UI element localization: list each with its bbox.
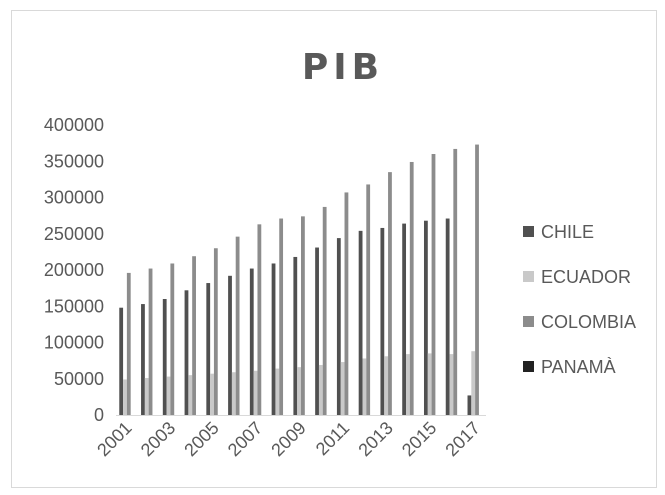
y-tick-label: 200000: [44, 260, 104, 280]
x-tick-label: 2003: [137, 418, 179, 460]
bar-ecuador-2013: [384, 356, 389, 415]
legend-swatch: [523, 226, 534, 237]
legend-label: CHILE: [541, 222, 594, 242]
bar-colombia-2011: [344, 192, 349, 415]
pib-chart: PIB 0 50000 100000 150000 200000 250000 300000…: [44, 47, 636, 460]
bar-colombia-2009: [301, 216, 305, 415]
bar-chile-2004: [184, 290, 189, 415]
bar-chile-2002: [141, 304, 145, 415]
bar-chile-2003: [162, 299, 167, 415]
x-tick-label: 2013: [354, 418, 396, 460]
bar-colombia-2013: [388, 172, 392, 416]
bar-ecuador-2017: [471, 351, 476, 415]
x-tick-label: 2011: [312, 418, 354, 460]
bar-colombia-2012: [366, 184, 371, 415]
legend-swatch: [523, 361, 534, 372]
bar-ecuador-2009: [297, 367, 301, 415]
bar-chile-2013: [380, 227, 385, 415]
bar-colombia-2015: [431, 154, 436, 415]
bar-ecuador-2012: [362, 358, 367, 415]
y-tick-label: 350000: [44, 151, 104, 171]
bar-colombia-2002: [148, 268, 153, 415]
chart-title: PIB: [302, 47, 384, 88]
bar-ecuador-2004: [188, 375, 193, 416]
x-tick-label: 2009: [267, 418, 309, 460]
legend: CHILE ECUADOR COLOMBIA PANAMÀ: [523, 222, 636, 377]
bar-ecuador-2011: [340, 362, 345, 415]
legend-label: PANAMÀ: [541, 357, 616, 377]
bar-ecuador-2007: [253, 370, 258, 415]
bar-chile-2005: [206, 283, 211, 415]
bar-chile-2001: [119, 307, 124, 415]
bar-colombia-2003: [170, 263, 175, 415]
bar-chile-2008: [271, 263, 276, 415]
bar-chile-2010: [315, 247, 319, 415]
bar-chile-2014: [402, 223, 407, 415]
x-tick-label: 2005: [180, 418, 222, 460]
bar-colombia-2007: [257, 224, 262, 415]
bar-ecuador-2014: [406, 354, 410, 415]
legend-label: COLOMBIA: [541, 312, 636, 332]
bar-colombia-2008: [279, 218, 284, 415]
bar-chile-2015: [423, 220, 428, 415]
bar-ecuador-2010: [318, 364, 323, 415]
bar-ecuador-2003: [166, 376, 171, 415]
bar-colombia-2006: [235, 236, 240, 415]
bar-chile-2007: [249, 268, 254, 415]
y-axis: 0 50000 100000 150000 200000 250000 300000 3500…: [44, 115, 486, 425]
y-tick-label: 400000: [44, 115, 104, 135]
bar-ecuador-2006: [231, 372, 236, 415]
chart-frame: PIB 0 50000 100000 150000 200000 250000 300000…: [11, 10, 657, 488]
legend-label: ECUADOR: [541, 267, 631, 287]
y-tick-label: 250000: [44, 224, 104, 244]
bar-colombia-2017: [475, 144, 479, 415]
bar-ecuador-2015: [427, 353, 432, 416]
bar-colombia-2016: [453, 148, 458, 415]
bar-chile-2006: [228, 275, 232, 415]
x-axis: 2001 2003 2005 2007 2009 2011 2013 2015 2017: [93, 418, 484, 460]
bar-ecuador-2005: [210, 373, 214, 415]
bar-colombia-2005: [213, 248, 218, 415]
bar-ecuador-2016: [449, 354, 454, 415]
x-tick-label: 2007: [224, 418, 266, 460]
bar-chile-2017: [467, 395, 472, 415]
bar-ecuador-2008: [275, 368, 280, 415]
y-tick-label: 100000: [44, 333, 104, 353]
bar-chile-2016: [445, 218, 450, 415]
legend-swatch: [523, 316, 534, 327]
y-tick-label: 150000: [44, 296, 104, 316]
bar-ecuador-2002: [144, 378, 149, 415]
bar-colombia-2004: [192, 256, 196, 415]
y-tick-label: 0: [94, 405, 104, 425]
x-tick-label: 2015: [398, 418, 440, 460]
y-tick-label: 50000: [54, 369, 104, 389]
bar-colombia-2014: [409, 161, 414, 415]
bar-colombia-2001: [126, 272, 131, 415]
bar-ecuador-2001: [123, 379, 127, 415]
bar-chile-2012: [358, 230, 363, 415]
x-tick-label: 2017: [441, 418, 483, 460]
bars-group: [119, 144, 479, 416]
legend-swatch: [523, 271, 534, 282]
bar-colombia-2010: [322, 206, 327, 415]
bar-chile-2009: [293, 256, 298, 415]
bar-chile-2011: [336, 238, 341, 415]
y-tick-label: 300000: [44, 188, 104, 208]
